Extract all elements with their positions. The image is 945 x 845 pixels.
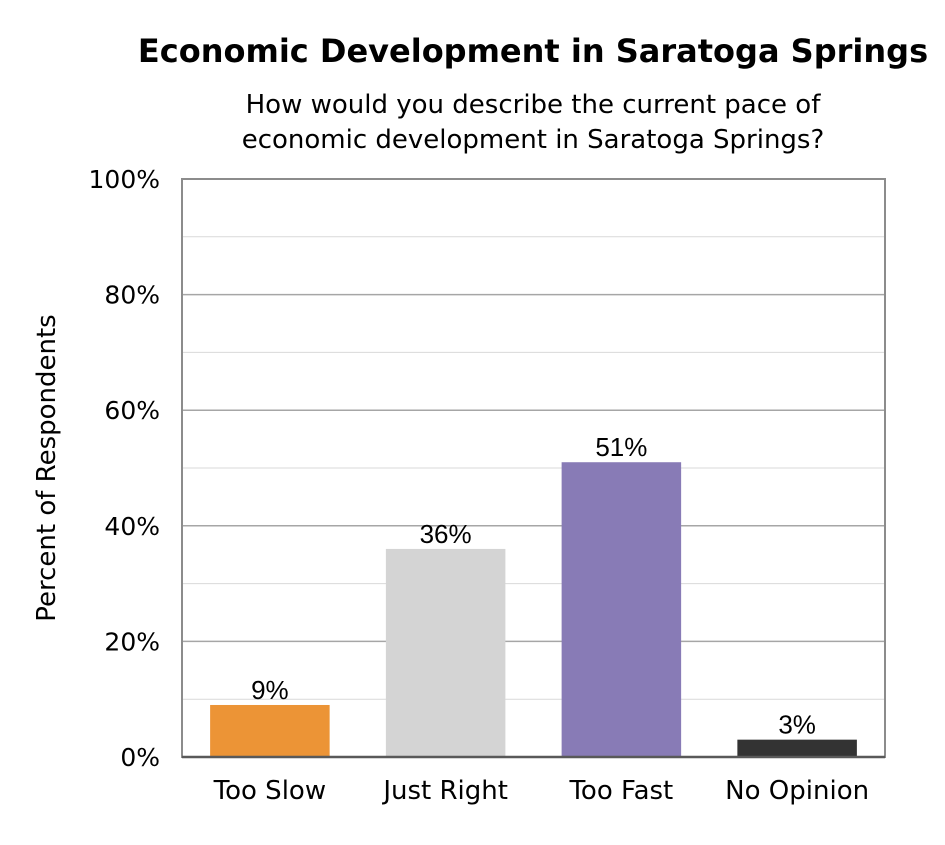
bar <box>737 739 857 757</box>
gridlines <box>182 178 885 700</box>
axes <box>181 178 886 759</box>
bar <box>561 462 682 757</box>
bar <box>210 704 330 757</box>
y-tick-label: 20% <box>104 627 160 656</box>
y-axis-title: Percent of Respondents <box>32 314 62 621</box>
category-label: Too Slow <box>213 776 326 806</box>
y-tick-label: 80% <box>104 281 160 310</box>
category-label: Too Fast <box>568 776 673 806</box>
data-label: 51% <box>595 432 647 462</box>
category-label: No Opinion <box>725 776 869 806</box>
y-tick-label: 40% <box>104 512 160 541</box>
chart-subtitle-line-2: economic development in Saratoga Springs… <box>242 125 825 155</box>
data-labels: 9% 36% 51% 3% <box>251 432 816 739</box>
chart-subtitle-line-1: How would you describe the current pace … <box>246 90 822 120</box>
y-tick-label: 100% <box>89 165 160 194</box>
category-label: Just Right <box>381 776 508 806</box>
x-axis-categories: Too Slow Just Right Too Fast No Opinion <box>213 776 869 806</box>
bar <box>385 548 506 757</box>
data-label: 9% <box>251 675 289 705</box>
y-tick-label: 0% <box>120 743 160 772</box>
bars <box>210 462 857 757</box>
data-label: 3% <box>778 710 816 740</box>
data-label: 36% <box>420 519 472 549</box>
y-axis-ticks: 0% 20% 40% 60% 80% 100% <box>89 165 160 772</box>
chart-title: Economic Development in Saratoga Springs <box>138 32 928 70</box>
y-tick-label: 60% <box>104 396 160 425</box>
